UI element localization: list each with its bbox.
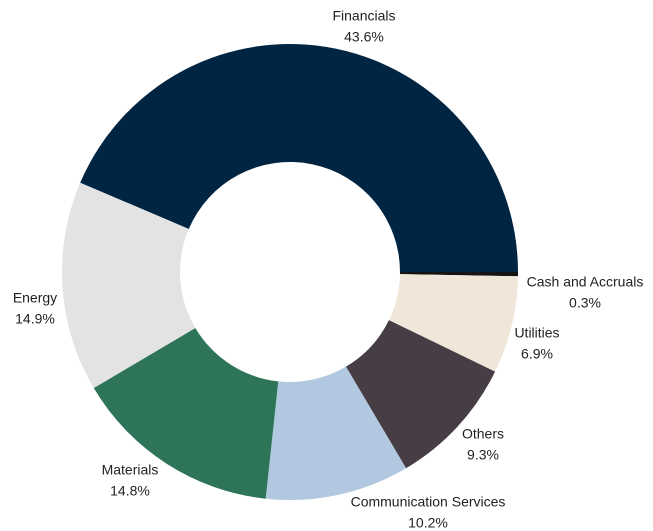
donut-slice [61, 182, 196, 389]
donut-slice [399, 272, 518, 277]
slice-value-label: 43.6% [344, 29, 384, 45]
donut-slice [80, 44, 519, 272]
slice-value-label: 14.9% [15, 311, 55, 327]
slice-label: Others [462, 426, 504, 442]
slice-label: Cash and Accruals [527, 274, 644, 290]
donut-slice [388, 274, 518, 372]
slice-value-label: 14.8% [110, 483, 150, 499]
donut-slice [345, 320, 496, 469]
slice-label: Energy [13, 290, 57, 306]
slice-value-label: 9.3% [467, 447, 499, 463]
slice-value-label: 0.3% [569, 295, 601, 311]
slice-label: Utilities [514, 325, 559, 341]
slice-label: Financials [332, 8, 395, 24]
slice-label: Communication Services [351, 494, 506, 510]
donut-slice [265, 366, 407, 501]
donut-slice [93, 327, 279, 499]
slice-label: Materials [102, 462, 159, 478]
slice-value-label: 10.2% [408, 515, 448, 531]
slice-value-label: 6.9% [521, 346, 553, 362]
